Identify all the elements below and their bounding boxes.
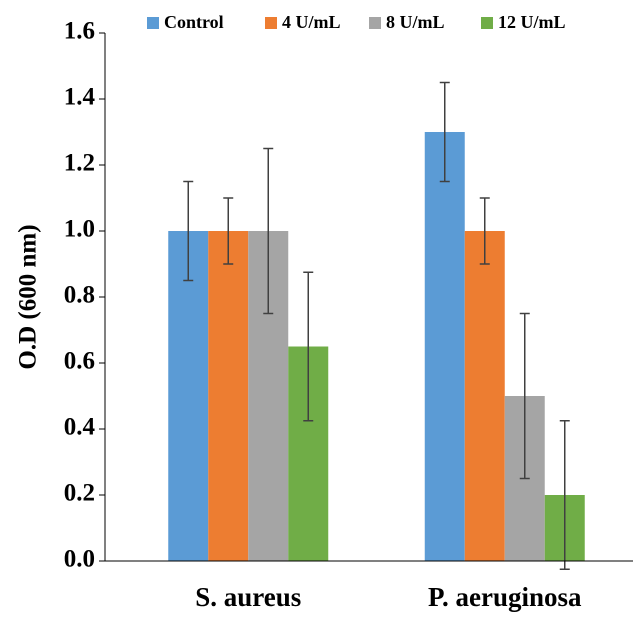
y-tick-label: 0.6 bbox=[64, 348, 95, 375]
bar bbox=[208, 231, 249, 561]
legend-label: 4 U/mL bbox=[282, 12, 341, 32]
error-bar bbox=[303, 271, 314, 422]
legend-label: 12 U/mL bbox=[498, 12, 566, 32]
legend-label: 8 U/mL bbox=[386, 12, 445, 32]
y-tick-label: 1.2 bbox=[64, 150, 95, 177]
y-tick-label: 1.4 bbox=[64, 84, 96, 111]
legend-label: Control bbox=[164, 12, 224, 32]
legend-swatch bbox=[481, 17, 493, 29]
x-tick-label: S. aureus bbox=[195, 582, 301, 612]
y-tick-label: 1.6 bbox=[64, 18, 95, 45]
y-tick-label: 0.0 bbox=[64, 546, 95, 573]
bar bbox=[464, 231, 505, 561]
y-tick-label: 1.0 bbox=[64, 216, 95, 243]
error-bar bbox=[479, 197, 490, 265]
error-bar bbox=[519, 312, 530, 480]
error-bar bbox=[183, 180, 194, 282]
error-bar bbox=[559, 420, 570, 570]
legend-swatch bbox=[369, 17, 381, 29]
error-bar bbox=[223, 197, 234, 265]
y-axis-label: O.D (600 nm) bbox=[15, 224, 42, 369]
x-tick-label: P. aeruginosa bbox=[428, 582, 582, 612]
y-tick-label: 0.8 bbox=[64, 282, 95, 309]
error-bar bbox=[439, 81, 450, 183]
error-bar bbox=[263, 147, 274, 315]
bar bbox=[424, 132, 465, 561]
y-tick-label: 0.4 bbox=[64, 414, 96, 441]
legend-swatch bbox=[147, 17, 159, 29]
legend-swatch bbox=[265, 17, 277, 29]
y-tick-label: 0.2 bbox=[64, 480, 95, 507]
bar bbox=[168, 231, 209, 561]
